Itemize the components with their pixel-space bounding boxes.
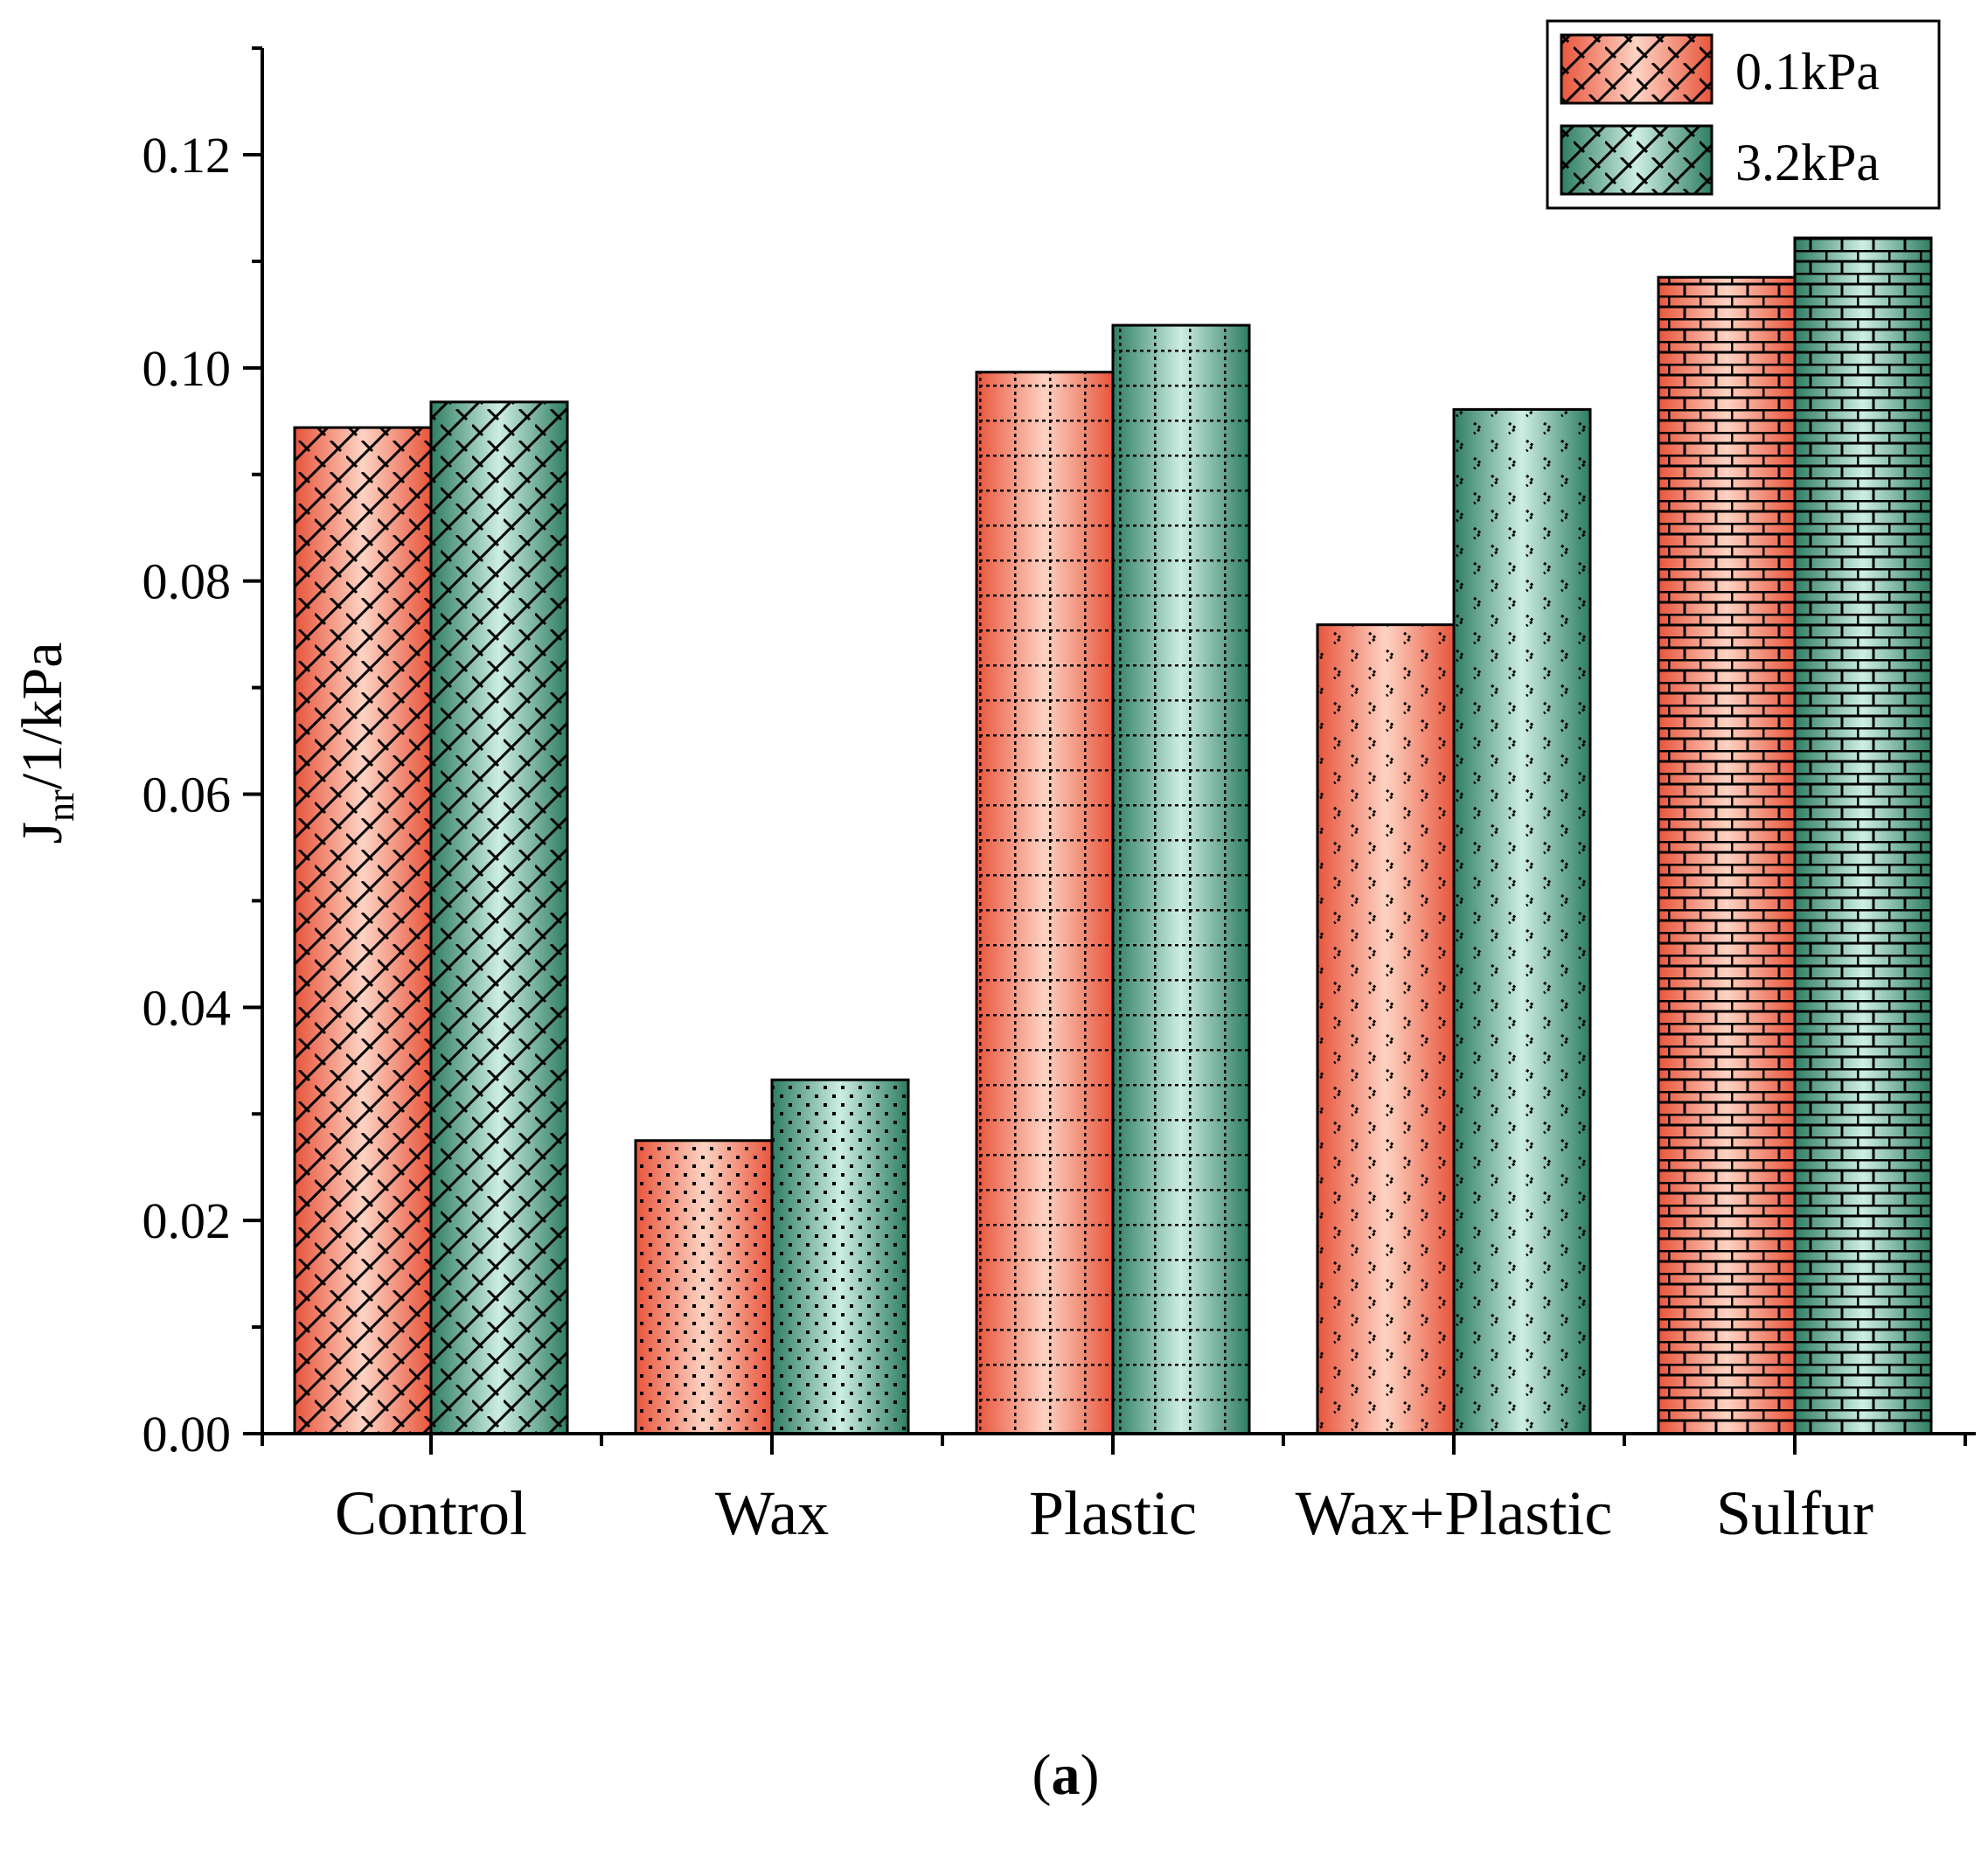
bars-group xyxy=(293,236,1933,1435)
bar-hatch-wax-plastic-3.2kPa xyxy=(1452,407,1592,1435)
x-tick-label: Sulfur xyxy=(1716,1478,1873,1548)
y-tick-label: 0.04 xyxy=(142,979,232,1036)
bar-hatch-wax-plastic-0.1kPa xyxy=(1316,623,1456,1435)
bar-hatch-wax-0.1kPa xyxy=(634,1139,774,1435)
x-tick-label: Control xyxy=(335,1478,527,1548)
bar-hatch-plastic-0.1kPa xyxy=(975,371,1115,1435)
y-axis-title: Jnr/1/kPa xyxy=(10,642,82,844)
y-tick-label: 0.12 xyxy=(142,127,232,184)
y-axis-title-main: J xyxy=(10,822,74,844)
bar-hatch-control-3.2kPa xyxy=(429,400,569,1435)
panel-label-close: ) xyxy=(1081,1743,1100,1807)
x-tick-label: Wax+Plastic xyxy=(1296,1478,1613,1548)
y-tick-label: 0.06 xyxy=(142,767,232,823)
y-tick-label: 0.08 xyxy=(142,553,232,610)
panel-label-open: ( xyxy=(1032,1743,1052,1807)
bar-hatch-wax-3.2kPa xyxy=(770,1078,910,1435)
bar-hatch-sulfur-3.2kPa xyxy=(1793,236,1933,1435)
x-tick-label: Plastic xyxy=(1029,1478,1197,1548)
x-tick-label: Wax xyxy=(715,1478,829,1548)
bar-hatch-sulfur-0.1kPa xyxy=(1657,275,1797,1435)
y-tick-label: 0.02 xyxy=(142,1192,232,1249)
legend-label-0.1kPa: 0.1kPa xyxy=(1735,43,1880,101)
y-tick-label: 0.00 xyxy=(142,1406,232,1462)
y-tick-label: 0.10 xyxy=(142,340,232,397)
bar-hatch-control-0.1kPa xyxy=(293,426,433,1435)
legend: 0.1kPa 3.2kPa xyxy=(1546,19,1941,210)
bar-hatch-plastic-3.2kPa xyxy=(1111,323,1251,1435)
legend-label-3.2kPa: 3.2kPa xyxy=(1735,134,1880,191)
legend-swatch-pattern-3.2kPa xyxy=(1561,126,1712,194)
y-axis-title-sub: nr xyxy=(39,789,82,822)
legend-swatch-pattern-0.1kPa xyxy=(1561,35,1712,103)
y-axis-title-rest: /1/kPa xyxy=(10,642,74,789)
ticks-group: 0.00 0.02 0.04 0.06 0.08 0.10 0.12 Control Wax Pl… xyxy=(142,46,1967,1548)
axes-group xyxy=(261,48,1976,1435)
panel-label: (a) xyxy=(1032,1743,1100,1807)
panel-label-letter: a xyxy=(1052,1743,1081,1807)
